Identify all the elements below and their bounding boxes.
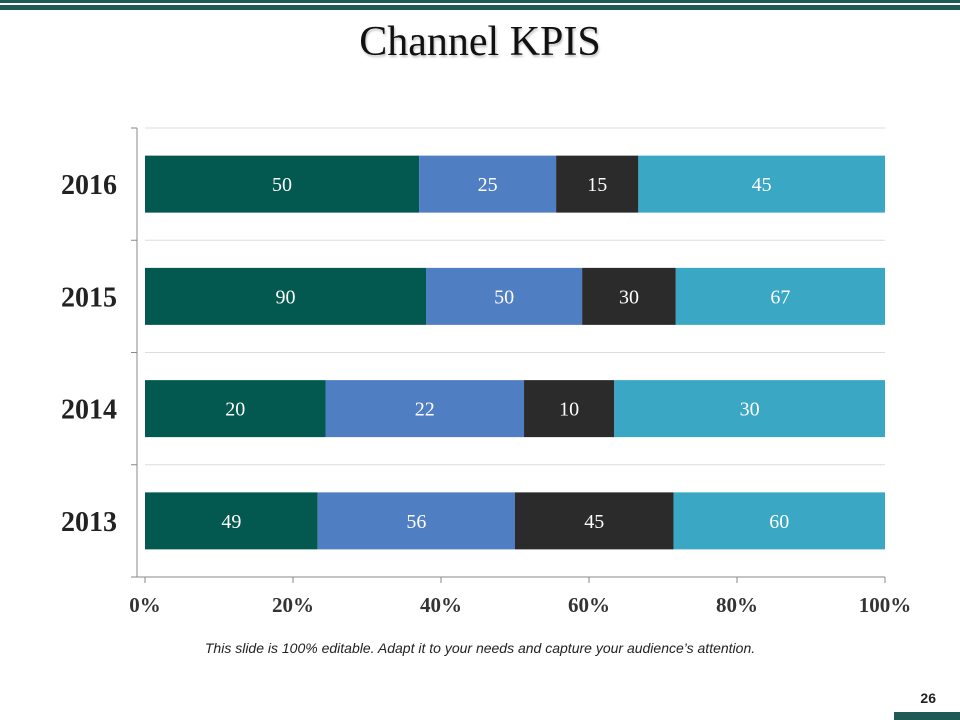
category-label: 2015	[61, 282, 117, 313]
data-label: 30	[740, 399, 760, 421]
x-tick-label: 40%	[420, 593, 462, 617]
data-label: 50	[272, 174, 292, 196]
x-tick-label: 100%	[859, 593, 912, 617]
category-label: 2016	[61, 170, 117, 201]
bar-segment	[638, 155, 885, 213]
bar-segment	[419, 155, 557, 213]
footer-note: This slide is 100% editable. Adapt it to…	[204, 640, 756, 656]
data-label: 50	[494, 286, 514, 308]
corner-accent-bar	[894, 712, 960, 720]
category-label: 2013	[61, 507, 117, 538]
data-label: 90	[276, 286, 296, 308]
x-tick-label: 20%	[272, 593, 314, 617]
category-label: 2014	[61, 395, 117, 426]
bar-segment	[145, 492, 318, 550]
data-label: 45	[752, 174, 772, 196]
data-label: 22	[415, 399, 435, 421]
top-accent-bar	[0, 5, 960, 10]
bar-segment	[582, 267, 676, 325]
bar-segment	[675, 267, 885, 325]
data-label: 25	[478, 174, 498, 196]
bar-segment	[614, 380, 885, 438]
data-label: 20	[225, 399, 245, 421]
data-label: 15	[587, 174, 607, 196]
x-tick-label: 80%	[716, 593, 758, 617]
data-label: 67	[770, 286, 790, 308]
x-tick-label: 0%	[129, 593, 161, 617]
bar-segment	[317, 492, 515, 550]
data-label: 49	[221, 511, 241, 533]
bar-segment	[145, 380, 326, 438]
bar-segment	[426, 267, 583, 325]
bar-segment	[524, 380, 615, 438]
data-label: 45	[584, 511, 604, 533]
bar-segment	[145, 267, 427, 325]
bar-segment	[325, 380, 525, 438]
bar-segment	[673, 492, 885, 550]
bar-segment	[556, 155, 639, 213]
bar-segment	[515, 492, 674, 550]
data-label: 10	[559, 399, 579, 421]
top-accent-line	[0, 0, 960, 3]
data-label: 30	[619, 286, 639, 308]
data-label: 56	[406, 511, 426, 533]
slide-title: Channel KPIS	[359, 19, 601, 65]
page-number: 26	[920, 690, 936, 706]
data-label: 60	[769, 511, 789, 533]
x-tick-label: 60%	[568, 593, 610, 617]
bar-segment	[145, 155, 420, 213]
